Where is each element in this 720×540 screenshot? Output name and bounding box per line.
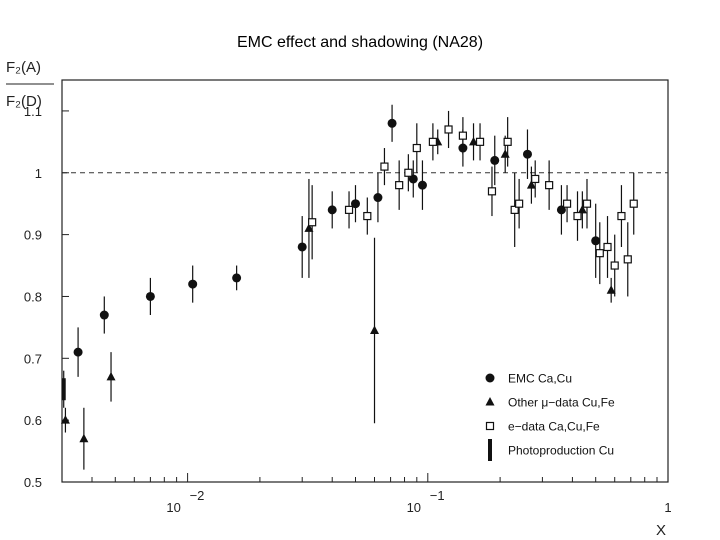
circle-point-14: [522, 149, 532, 159]
square-point-0: [308, 218, 317, 227]
circle-point-9: [387, 118, 397, 128]
circle-point-6: [327, 205, 337, 215]
square-point-5: [404, 168, 413, 177]
square-point-15: [531, 174, 540, 184]
square-point-20: [595, 249, 604, 258]
square-point-1: [344, 205, 354, 214]
chart-frame: [61, 79, 669, 483]
x-tick-label: 1: [664, 500, 671, 515]
circle-point-7: [350, 199, 360, 209]
axis-ticks: 0.5 0.6 0.7 0.8 0.9 1 1.1 10 −2 10 −1 1: [24, 104, 672, 515]
x-tick-label-exponent: −2: [190, 488, 205, 503]
legend-marker-bar: [488, 439, 492, 461]
circle-point-2: [145, 291, 155, 301]
y-tick-label: 0.5: [24, 475, 42, 490]
circle-point-8: [373, 193, 383, 203]
triangle-point-3: [304, 223, 314, 232]
triangle-point-2: [106, 371, 116, 381]
triangle-point-4: [370, 325, 380, 334]
circle-point-13: [490, 155, 500, 165]
slide-title: EMC effect and shadowing (NA28): [236, 34, 484, 51]
square-point-11: [487, 187, 497, 196]
circle-point-1: [99, 310, 109, 320]
triangle-point-7: [500, 149, 510, 158]
square-point-17: [562, 199, 572, 208]
legend-label-circle: EMC Ca,Cu: [508, 372, 572, 386]
triangle-point-1: [79, 433, 89, 443]
triangle-point-10: [606, 285, 616, 294]
y-axis-title-denominator: F₂(D): [6, 93, 42, 110]
circle-point-4: [232, 273, 242, 283]
y-tick-label: 1: [35, 166, 42, 181]
y-tick-label: 0.9: [24, 228, 42, 243]
square-point-21: [603, 242, 612, 252]
square-point-16: [545, 181, 554, 190]
x-tick-label: 10: [407, 500, 421, 515]
triangle-point-6: [469, 136, 479, 146]
x-axis-title: X: [656, 522, 666, 539]
legend-marker-square: [485, 421, 495, 431]
square-point-8: [444, 125, 453, 134]
legend: EMC Ca,Cu Other μ−data Cu,Fe e−data Ca,Cu,…: [485, 372, 615, 461]
square-point-6: [412, 143, 421, 153]
y-tick-label: 0.7: [24, 351, 42, 366]
y-axis-title-numerator: F₂(A): [6, 59, 41, 76]
square-point-4: [395, 181, 404, 190]
legend-label-triangle: Other μ−data Cu,Fe: [508, 396, 615, 410]
square-point-25: [629, 199, 638, 208]
circle-point-11: [417, 180, 427, 190]
square-point-24: [623, 255, 632, 264]
series-bar: [61, 370, 66, 408]
square-point-3: [380, 162, 389, 171]
y-tick-label: 0.8: [24, 289, 42, 304]
triangle-point-9: [577, 204, 587, 214]
square-point-10: [475, 137, 485, 146]
circle-point-5: [297, 242, 307, 252]
bar-point-0: [61, 378, 66, 401]
square-point-13: [510, 205, 519, 214]
circle-point-0: [73, 347, 83, 357]
series-circle: [73, 104, 601, 377]
plot-frame: [61, 79, 669, 483]
y-tick-label: 0.6: [24, 413, 42, 428]
square-point-7: [428, 137, 437, 146]
square-point-12: [503, 137, 512, 146]
legend-marker-circle: [485, 373, 495, 383]
series-square: [308, 110, 638, 297]
legend-marker-triangle: [485, 397, 495, 406]
triangle-point-8: [526, 180, 536, 189]
legend-label-square: e−data Ca,Cu,Fe: [508, 420, 600, 434]
y-tick-label: 1.1: [24, 104, 42, 119]
y-axis-title: F₂(A) F₂(D): [6, 59, 54, 110]
square-point-23: [617, 211, 626, 221]
x-tick-label: 10: [166, 500, 180, 515]
circle-point-3: [188, 279, 198, 289]
x-tick-label-exponent: −1: [430, 488, 445, 503]
square-point-22: [610, 261, 619, 270]
square-point-18: [573, 211, 582, 221]
square-point-14: [515, 199, 524, 208]
square-point-19: [582, 199, 592, 208]
legend-label-bar: Photoproduction Cu: [508, 444, 614, 458]
data-points: [60, 104, 638, 470]
square-point-9: [458, 131, 467, 140]
triangle-point-0: [60, 415, 70, 424]
square-point-2: [363, 211, 372, 221]
circle-point-16: [591, 236, 601, 246]
